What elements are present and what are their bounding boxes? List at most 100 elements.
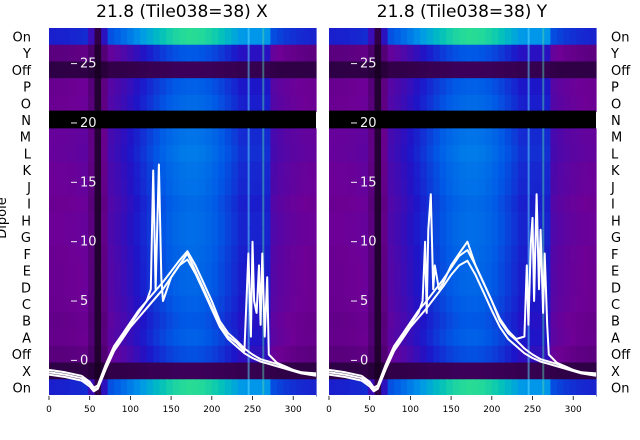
x-tick-label: 150: [163, 405, 180, 415]
right-row-label: D: [611, 281, 621, 296]
left-row-label: E: [23, 265, 31, 280]
overlay-y-tick-label: 0: [360, 353, 368, 368]
heatmap-row-4: [49, 94, 317, 113]
heatmap-row-10: [329, 195, 597, 213]
x-tick-label: 100: [122, 405, 139, 415]
heatmap-row-18: [49, 329, 317, 347]
right-row-label: On: [611, 382, 629, 397]
left-row-label: X: [22, 365, 31, 380]
overlay-y-tick-label: 25: [360, 57, 377, 72]
right-row-label: B: [611, 315, 620, 330]
overlay-y-tick-label: 10: [360, 235, 377, 250]
heatmap-row-0: [329, 28, 597, 46]
heatmap-row-8: [49, 161, 317, 180]
right-row-label: K: [611, 164, 620, 179]
right-row-label: G: [611, 231, 621, 246]
heatmap-row-18: [329, 329, 597, 347]
overlay-y-tick-label: 20: [80, 116, 97, 131]
x-tick-label: 50: [84, 405, 96, 415]
heatmap-row-9: [49, 178, 317, 196]
left-row-label: H: [21, 214, 31, 229]
right-row-label: O: [611, 97, 621, 112]
heatmap-row-9: [329, 178, 597, 196]
right-row-label: A: [611, 331, 620, 346]
x-tick-label: 150: [443, 405, 460, 415]
x-tick-label: 0: [326, 405, 332, 415]
y-axis-label: Dipole: [0, 197, 10, 238]
overlay-y-tick-label: 0: [80, 353, 88, 368]
right-row-label: Y: [610, 47, 619, 62]
x-tick-label: 50: [364, 405, 376, 415]
left-row-label: Y: [22, 47, 31, 62]
heatmap-row-2: [329, 61, 597, 79]
left-row-label: Off: [12, 348, 32, 363]
x-tick-label: 0: [46, 405, 52, 415]
heatmap-row-13: [49, 245, 317, 263]
left-row-label: On: [13, 30, 31, 45]
heatmap-row-17: [49, 312, 317, 330]
overlay-y-tick-label: 15: [80, 175, 97, 190]
left-row-label: L: [24, 147, 32, 162]
heatmap-row-10: [49, 195, 317, 213]
heatmap-row-3: [49, 78, 317, 96]
overlay-y-tick-label: 5: [80, 294, 88, 309]
left-row-label: M: [20, 131, 31, 146]
heatmap-row-16: [329, 295, 597, 313]
heatmap-row-5: [329, 110, 596, 130]
right-row-label: P: [611, 81, 619, 96]
overlay-series-line-1: [48, 258, 317, 393]
right-panel-title: 21.8 (Tile038=38) Y: [377, 2, 548, 22]
overlay-series-line-2: [48, 250, 317, 389]
x-tick-label: 250: [524, 405, 541, 415]
heatmap-row-0: [49, 28, 317, 46]
left-row-label: C: [22, 298, 31, 313]
left-row-label: On: [13, 382, 31, 397]
right-row-label: N: [611, 114, 621, 129]
right-row-label: C: [611, 298, 620, 313]
heatmap-row-2: [49, 61, 317, 79]
heatmap-row-1: [329, 44, 597, 62]
heatmap-row-5: [49, 110, 316, 130]
overlay-series-line-1: [328, 259, 597, 393]
x-tick-label: 300: [285, 405, 302, 415]
heatmap-row-21: [329, 379, 597, 397]
heatmap-row-1: [49, 44, 317, 62]
right-row-label: Off: [611, 64, 631, 79]
heatmap-row-6: [49, 128, 317, 146]
right-row-label: M: [611, 131, 622, 146]
x-tick-label: 200: [203, 405, 220, 415]
heatmap-row-6: [329, 128, 597, 146]
heatmap-row-16: [49, 295, 317, 313]
heatmap-row-14: [49, 262, 317, 280]
left-row-label: A: [22, 331, 31, 346]
left-row-label: O: [21, 97, 31, 112]
overlay-y-tick-label: 25: [80, 57, 97, 72]
right-row-label: J: [610, 181, 615, 196]
left-row-label: P: [23, 81, 31, 96]
left-row-label: K: [22, 164, 31, 179]
left-row-label: I: [27, 198, 31, 213]
heatmap-row-12: [49, 228, 317, 246]
left-row-label: F: [24, 248, 31, 263]
right-row-label: H: [611, 214, 621, 229]
x-tick-label: 200: [483, 405, 500, 415]
left-panel-title: 21.8 (Tile038=38) X: [96, 2, 268, 22]
heatmap-row-19: [49, 345, 317, 364]
heatmap-row-8: [329, 161, 597, 180]
heatmap-row-7: [329, 145, 597, 163]
heatmap-row-7: [49, 145, 317, 163]
heatmap-row-19: [329, 345, 597, 364]
x-tick-label: 100: [402, 405, 419, 415]
heatmap-row-12: [329, 228, 597, 246]
left-row-label: D: [21, 281, 31, 296]
overlay-y-tick-label: 20: [360, 116, 377, 131]
heatmap-row-17: [329, 312, 597, 330]
right-row-label: L: [611, 147, 619, 162]
heatmap-row-14: [329, 262, 597, 280]
left-row-label: G: [21, 231, 31, 246]
left-row-label: N: [21, 114, 31, 129]
